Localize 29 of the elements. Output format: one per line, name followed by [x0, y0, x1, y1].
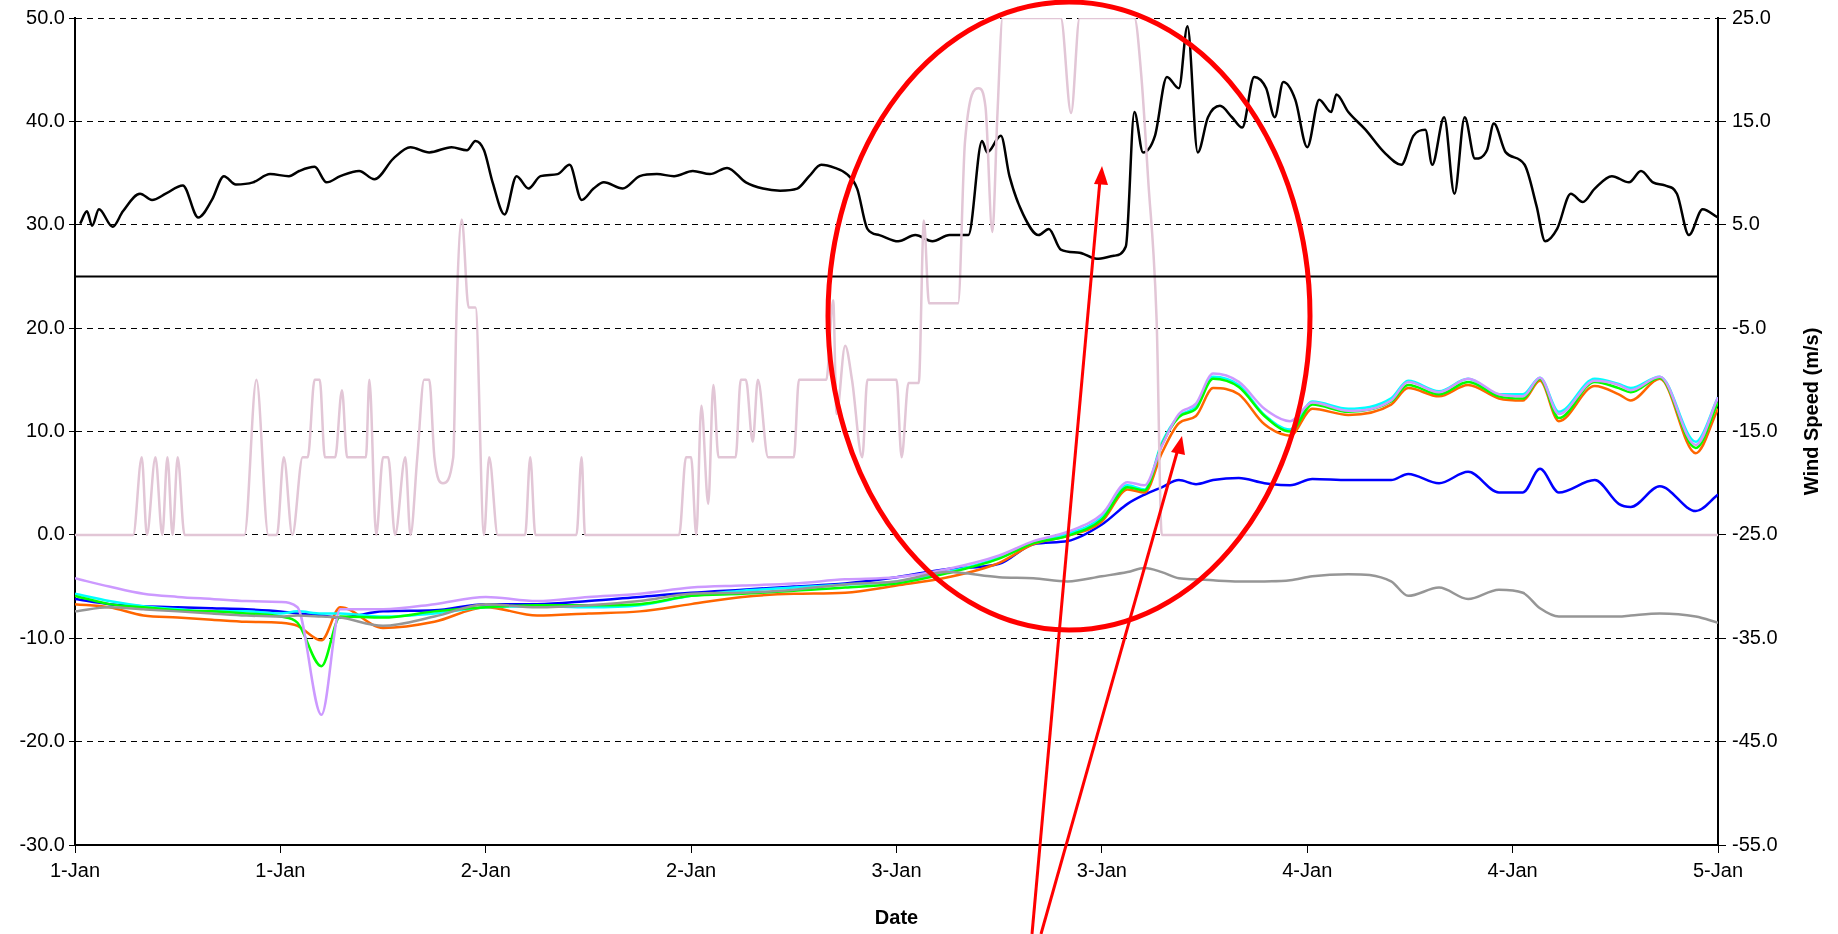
y-tick-label: 50.0: [26, 5, 65, 28]
x-tick-label: 2-Jan: [460, 858, 511, 881]
y2-tick-label: 25.0: [1732, 5, 1771, 28]
y-tick-label: 10.0: [26, 419, 65, 442]
y2-tick-label: -5.0: [1732, 315, 1767, 338]
y2-tick-label: -45.0: [1732, 729, 1778, 752]
y2-tick-label: -25.0: [1732, 522, 1778, 545]
x-tick-label: 3-Jan: [871, 858, 922, 881]
y-tick-label: 40.0: [26, 108, 65, 131]
y-tick-label: 20.0: [26, 315, 65, 338]
y2-tick-label: -35.0: [1732, 625, 1778, 648]
x-axis-title: Date: [874, 905, 919, 928]
x-tick-label: 3-Jan: [1076, 858, 1127, 881]
x-tick-label: 5-Jan: [1692, 858, 1744, 881]
y2-axis-title: Wind Speed (m/s): [1799, 327, 1822, 496]
y-tick-label: 0.0: [37, 522, 65, 545]
y-tick-label: 30.0: [26, 212, 65, 235]
y-tick-label: -30.0: [19, 832, 65, 855]
y-tick-label: -20.0: [19, 729, 65, 752]
y2-tick-label: 15.0: [1732, 108, 1771, 131]
x-tick-label: 1-Jan: [49, 858, 101, 881]
y2-tick-label: -15.0: [1732, 419, 1778, 442]
y2-tick-label: -55.0: [1732, 832, 1778, 855]
x-tick-label: 4-Jan: [1487, 858, 1538, 881]
x-tick-label: 4-Jan: [1282, 858, 1333, 881]
y-tick-label: -10.0: [19, 625, 65, 648]
y2-tick-label: 5.0: [1732, 212, 1760, 235]
x-tick-label: 2-Jan: [666, 858, 717, 881]
x-tick-label: 1-Jan: [255, 858, 306, 881]
